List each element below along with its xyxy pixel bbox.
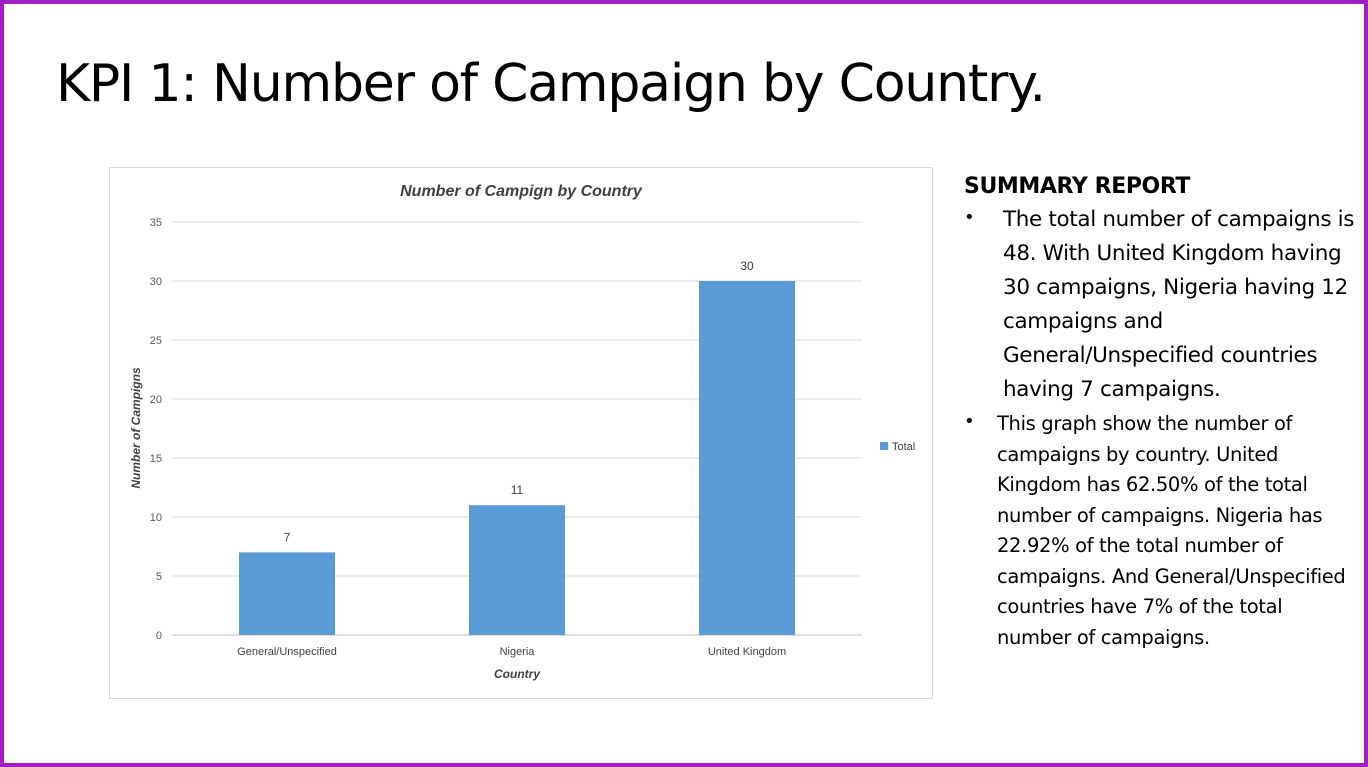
summary-bullet-1: • The total number of campaigns is 48. W… <box>964 203 1359 407</box>
summary-bullet-text: The total number of campaigns is 48. Wit… <box>1003 207 1355 402</box>
y-tick-label: 15 <box>150 453 162 465</box>
data-label: 30 <box>740 259 754 273</box>
y-axis-title: Number of Campigns <box>129 367 143 489</box>
data-label: 11 <box>511 483 524 497</box>
x-tick-label: Nigeria <box>500 646 536 658</box>
chart-frame: 0 5 10 15 20 25 30 35 7 General/Unspecified 11 Nige… <box>109 167 933 699</box>
y-tick-label: 10 <box>150 512 162 524</box>
y-tick-label: 5 <box>156 571 162 583</box>
bar <box>699 281 795 635</box>
legend-label: Total <box>892 441 915 453</box>
summary-bullet-2: • This graph show the number of campaign… <box>964 409 1359 653</box>
x-axis-title: Country <box>494 667 541 681</box>
x-tick-label: General/Unspecified <box>237 646 337 658</box>
y-tick-label: 30 <box>150 276 162 288</box>
summary-heading: SUMMARY REPORT <box>964 174 1191 199</box>
y-tick-label: 35 <box>150 217 162 229</box>
summary-report: SUMMARY REPORT • The total number of cam… <box>964 174 1359 653</box>
bullet-marker: • <box>964 411 975 432</box>
data-label: 7 <box>284 530 291 544</box>
summary-bullet-text: This graph show the number of campaigns … <box>997 412 1346 649</box>
bar <box>239 552 335 635</box>
bar-chart: 0 5 10 15 20 25 30 35 7 General/Unspecified 11 Nige… <box>129 183 915 681</box>
bar <box>469 505 565 635</box>
legend-swatch <box>880 442 888 450</box>
x-tick-label: United Kingdom <box>708 646 786 658</box>
y-tick-label: 20 <box>150 394 162 406</box>
y-tick-label: 0 <box>156 630 162 642</box>
slide-title: KPI 1: Number of Campaign by Country. <box>56 54 1046 114</box>
chart-title: Number of Campign by Country <box>400 183 643 200</box>
y-tick-label: 25 <box>150 335 162 347</box>
bullet-marker: • <box>964 207 975 228</box>
